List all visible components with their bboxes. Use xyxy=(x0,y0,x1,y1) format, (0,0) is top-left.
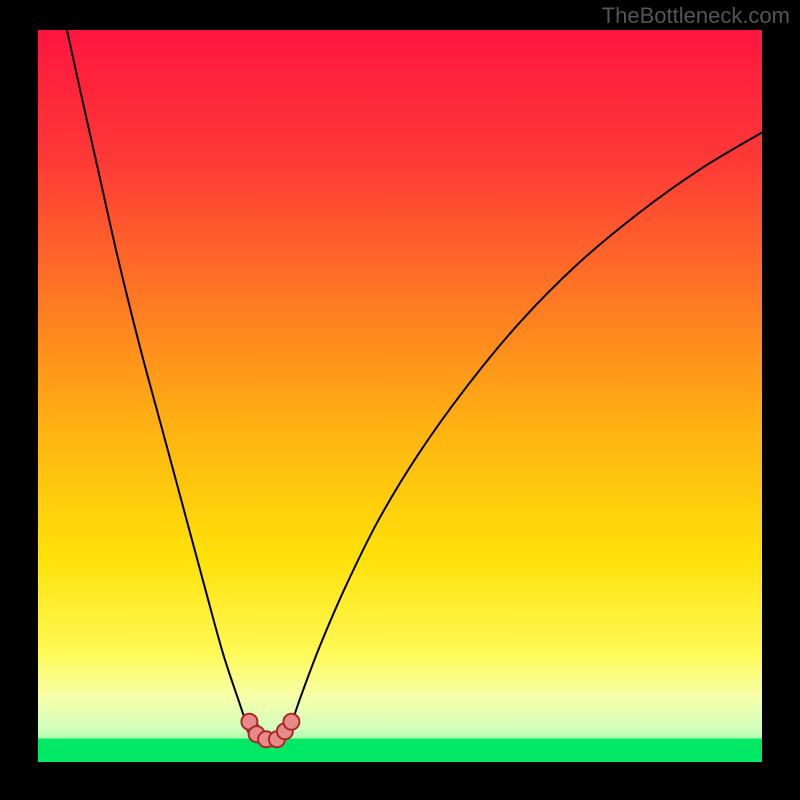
plot-background xyxy=(38,30,762,762)
bottleneck-curve-chart xyxy=(0,0,800,800)
marker-point xyxy=(283,714,299,730)
chart-container: TheBottleneck.com xyxy=(0,0,800,800)
green-band xyxy=(38,739,762,762)
watermark-text: TheBottleneck.com xyxy=(602,3,790,29)
